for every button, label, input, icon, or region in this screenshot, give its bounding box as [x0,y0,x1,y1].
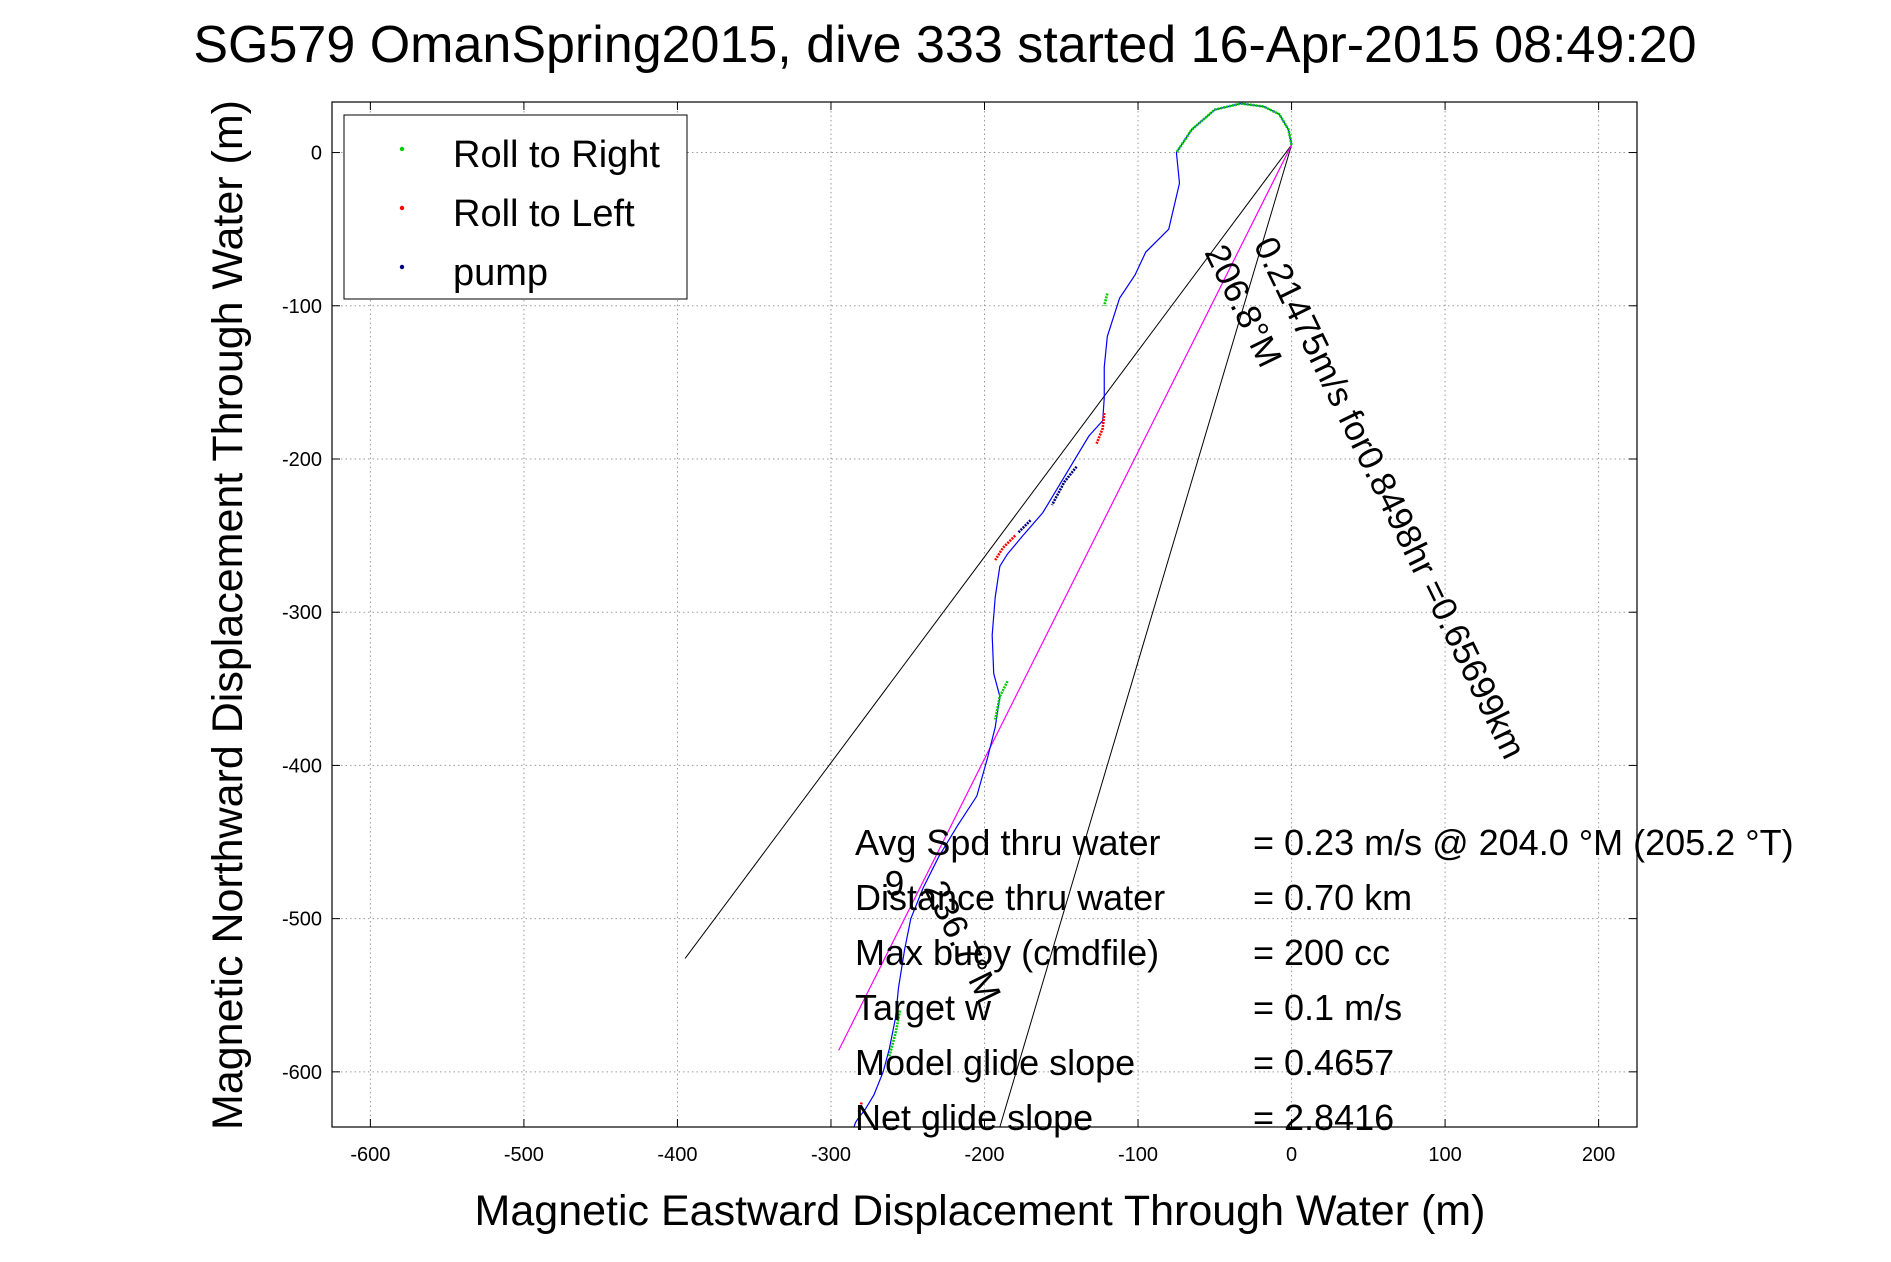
stat-label: Target w [855,987,992,1028]
x-tick-label: -600 [350,1144,390,1166]
stat-label: Distance thru water [855,877,1165,918]
stat-label: Max buoy (cmdfile) [855,932,1159,973]
legend-label: Roll to Left [453,193,635,235]
legend-label: pump [453,252,548,294]
heading-label: 9 [885,865,904,904]
plot-frame [331,101,1638,1128]
heading-line [838,144,1293,1051]
x-tick-label: -300 [811,1144,851,1166]
stat-value: = 0.4657 [1253,1042,1394,1083]
stat-value: = 0.1 m/s [1253,987,1402,1028]
x-tick-label: 0 [1286,1144,1297,1166]
stat-value: = 2.8416 [1253,1097,1394,1138]
stat-label: Net glide slope [855,1097,1093,1138]
x-axis-label: Magnetic Eastward Displacement Through W… [475,1187,1486,1235]
roll-right-segment [1175,102,1293,154]
roll-left-segment [1095,412,1106,445]
y-tick-label: -100 [282,296,322,318]
y-tick-label: -500 [282,909,322,931]
legend-label: Roll to Right [453,134,660,176]
legend-marker [399,205,405,211]
pump-segment [1050,465,1078,506]
guide-line [684,144,1292,959]
x-tick-label: 200 [1582,1144,1615,1166]
y-axis-label: Magnetic Northward Displacement Through … [204,100,252,1130]
roll-left-segment [857,1102,863,1113]
stat-label: Avg Spd thru water [855,822,1161,863]
x-tick-label: -200 [964,1144,1004,1166]
y-tick-label: -400 [282,755,322,777]
y-tick-label: -300 [282,602,322,624]
x-tick-label: -400 [657,1144,697,1166]
x-axis-ticks: -600 -500 -400 -300 -200 -100 0 100 200 [350,102,1615,1166]
guide-line [999,144,1293,1127]
stat-label: Model glide slope [855,1042,1135,1083]
legend-marker [399,264,405,270]
stat-value: = 0.70 km [1253,877,1412,918]
y-tick-label: -600 [282,1062,322,1084]
x-tick-label: 100 [1428,1144,1461,1166]
stat-value: = 0.23 m/s @ 204.0 °M (205.2 °T) [1253,822,1794,863]
legend: Roll to Right Roll to Left pump [343,114,688,300]
y-axis-ticks: 0 -100 -200 -300 -400 -500 -600 [282,143,1637,1084]
x-tick-label: -500 [504,1144,544,1166]
y-tick-label: -200 [282,449,322,471]
chart-title: SG579 OmanSpring2015, dive 333 started 1… [193,16,1696,74]
legend-marker [399,146,405,152]
x-tick-label: -100 [1118,1144,1158,1166]
roll-right-segment [1102,293,1109,307]
stats-annotation: Avg Spd thru water = 0.23 m/s @ 204.0 °M … [855,822,1794,1138]
y-tick-label: 0 [311,143,322,165]
roll-right-segment [888,1010,902,1057]
stat-value: = 200 cc [1253,932,1390,973]
glider-track [853,102,1293,1127]
